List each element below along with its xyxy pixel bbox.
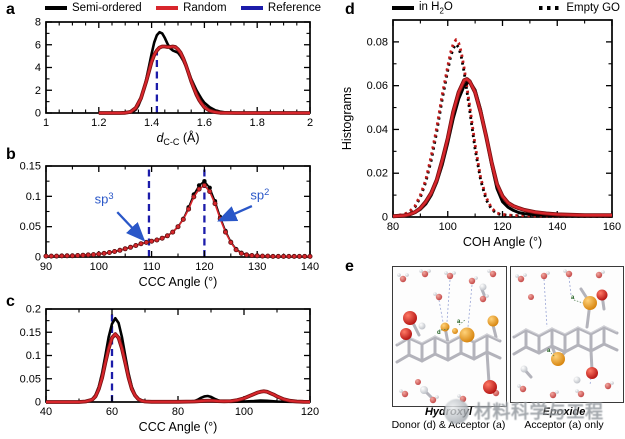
legend-item: in H2O (392, 1, 453, 15)
svg-text:80: 80 (172, 406, 184, 418)
panel-c-letter: c (6, 293, 15, 310)
svg-text:6: 6 (35, 39, 41, 51)
svg-text:CCC Angle (°): CCC Angle (°) (139, 420, 218, 434)
epoxide-caption: Epoxide Acceptor (a) only (504, 406, 624, 432)
svg-text:4: 4 (35, 62, 41, 74)
hydroxyl-caption: Hydroxyl Donor (d) & Acceptor (a) (378, 406, 519, 432)
svg-text:0: 0 (35, 397, 41, 409)
epoxide-caption-sub: Acceptor (a) only (524, 419, 604, 432)
svg-text:2: 2 (35, 85, 41, 97)
svg-text:160: 160 (603, 221, 621, 233)
line-swatch-icon (392, 6, 414, 10)
svg-text:2: 2 (307, 117, 313, 129)
atom-label-a-bottom: a (547, 348, 551, 354)
epoxide-caption-title: Epoxide (542, 406, 586, 418)
svg-text:sp3: sp3 (95, 191, 114, 207)
svg-text:80: 80 (387, 221, 399, 233)
svg-text:140: 140 (548, 221, 566, 233)
svg-text:100: 100 (439, 221, 457, 233)
svg-text:0.02: 0.02 (367, 168, 388, 180)
atom-label-a-top: a (571, 295, 575, 301)
svg-text:1.6: 1.6 (197, 117, 212, 129)
line-swatch-icon (156, 6, 179, 10)
svg-text:0: 0 (35, 108, 41, 120)
legend-item: Empty GO (539, 2, 620, 14)
svg-text:100: 100 (90, 261, 108, 273)
svg-text:0.06: 0.06 (367, 80, 388, 92)
svg-text:CCC Angle (°): CCC Angle (°) (139, 275, 218, 289)
panel-c-chart: 40 60 80 100 120 0 0.05 0.1 0.15 0.2 CCC Angle (°) (20, 304, 320, 435)
svg-text:sp2: sp2 (250, 187, 269, 203)
svg-text:0.05: 0.05 (20, 373, 41, 385)
svg-text:Histograms: Histograms (340, 87, 354, 150)
svg-text:0.04: 0.04 (367, 124, 388, 136)
panel-d-letter: d (345, 1, 355, 18)
svg-text:40: 40 (40, 406, 52, 418)
panel-b-letter: b (6, 146, 16, 163)
hydroxyl-caption-sub: Donor (d) & Acceptor (a) (391, 419, 506, 432)
svg-text:8: 8 (35, 17, 41, 29)
svg-text:130: 130 (248, 261, 266, 273)
legend-item: Reference (240, 2, 321, 14)
panel-a-letter: a (6, 1, 15, 18)
svg-text:0.1: 0.1 (26, 191, 41, 203)
legend-label: Semi-ordered (72, 2, 142, 14)
atom-label-d: d (437, 330, 441, 336)
svg-text:120: 120 (301, 406, 319, 418)
svg-text:1: 1 (43, 117, 49, 129)
panel-d-chart: 80 100 120 140 160 0 0.02 0.04 0.06 0.08 COH Angle… (340, 19, 621, 249)
svg-text:0.1: 0.1 (26, 350, 41, 362)
hydroxyl-caption-title: Hydroxyl (424, 406, 473, 418)
svg-text:60: 60 (106, 406, 118, 418)
svg-text:140: 140 (301, 261, 319, 273)
svg-text:120: 120 (195, 261, 213, 273)
panel-e-letter: e (345, 258, 354, 275)
legend-label: in H2O (419, 0, 453, 16)
svg-text:0.15: 0.15 (20, 161, 41, 173)
legend-panel-d: in H2O Empty GO (392, 0, 620, 16)
legend-label: Reference (267, 2, 321, 14)
legend-label: Random (183, 2, 227, 14)
legend-panel-a: Semi-ordered Random Reference (45, 0, 321, 16)
svg-text:1.4: 1.4 (144, 117, 159, 129)
svg-text:0.08: 0.08 (367, 36, 388, 48)
svg-text:0.15: 0.15 (20, 327, 41, 339)
line-swatch-icon (45, 6, 67, 10)
svg-text:COH Angle (°): COH Angle (°) (463, 235, 542, 249)
svg-text:0.2: 0.2 (26, 304, 41, 316)
svg-text:1.8: 1.8 (250, 117, 265, 129)
svg-text:0: 0 (35, 252, 41, 264)
molecule-image-hydroxyl: d a (392, 266, 507, 407)
svg-text:0.05: 0.05 (20, 221, 41, 233)
epoxide-render: a a (512, 269, 619, 399)
panel-a-chart: 1 1.2 1.4 1.6 1.8 2 0 2 4 6 8 dC-C (Å) (35, 17, 313, 148)
legend-item: Random (156, 2, 227, 14)
molecule-image-epoxide: a a (510, 266, 624, 403)
hydroxyl-render: d a (395, 269, 502, 404)
svg-text:120: 120 (493, 221, 511, 233)
dotted-line-swatch-icon (539, 6, 562, 10)
panel-b-chart: 90 100 110 120 130 140 0 0.05 0.1 0.15 sp3 sp2 CCC A… (20, 161, 320, 290)
legend-item: Semi-ordered (45, 2, 142, 14)
atom-label-a: a (457, 319, 461, 325)
svg-text:90: 90 (40, 261, 52, 273)
svg-text:0: 0 (382, 212, 388, 224)
legend-label: Empty GO (566, 2, 620, 14)
svg-text:1.2: 1.2 (91, 117, 106, 129)
svg-text:110: 110 (143, 261, 161, 273)
line-swatch-icon (240, 6, 263, 10)
svg-text:100: 100 (235, 406, 253, 418)
svg-text:dC-C (Å): dC-C (Å) (156, 130, 199, 147)
